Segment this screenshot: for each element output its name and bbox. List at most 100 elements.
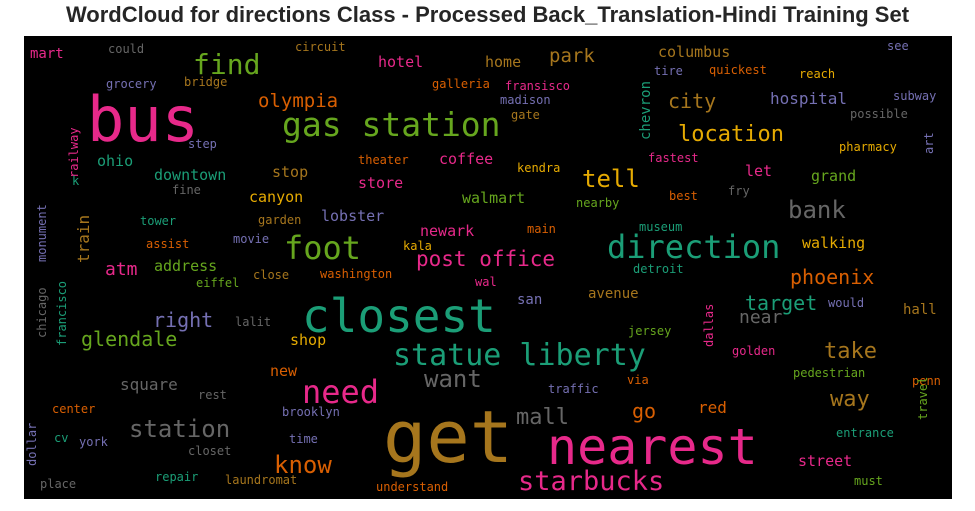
word-place: place bbox=[40, 477, 76, 491]
word-via: via bbox=[627, 373, 649, 387]
word-kendra: kendra bbox=[517, 161, 560, 175]
word-foot: foot bbox=[284, 229, 361, 267]
word-go: go bbox=[632, 399, 656, 423]
word-subway: subway bbox=[893, 89, 936, 103]
word-garden: garden bbox=[258, 213, 301, 227]
word-museum: museum bbox=[639, 220, 682, 234]
word-closest: closest bbox=[302, 289, 496, 343]
word-detroit: detroit bbox=[633, 262, 684, 276]
word-mart: mart bbox=[30, 46, 64, 62]
word-art: art bbox=[922, 132, 936, 154]
word-fry: fry bbox=[728, 184, 750, 198]
word-step: step bbox=[188, 137, 217, 151]
word-must: must bbox=[854, 474, 883, 488]
word-coffee: coffee bbox=[439, 150, 493, 168]
word-hall: hall bbox=[903, 302, 937, 318]
word-walking: walking bbox=[802, 234, 865, 252]
word-galleria: galleria bbox=[432, 77, 490, 91]
word-quickest: quickest bbox=[709, 63, 767, 77]
word-chicago: chicago bbox=[35, 287, 49, 338]
word-wal: wal bbox=[475, 275, 497, 289]
word-hospital: hospital bbox=[770, 89, 847, 108]
word-chevron: chevron bbox=[638, 81, 654, 140]
word-layer: get nearest closest bus gas station direction… bbox=[25, 39, 941, 497]
word-street: street bbox=[798, 452, 852, 470]
word-gas-station: gas station bbox=[282, 105, 501, 144]
word-circuit: circuit bbox=[295, 40, 346, 54]
word-reach: reach bbox=[799, 67, 835, 81]
word-atm: atm bbox=[105, 259, 138, 280]
word-newark: newark bbox=[420, 222, 474, 240]
word-nearest: nearest bbox=[547, 418, 758, 476]
word-tower: tower bbox=[140, 214, 176, 228]
word-lobster: lobster bbox=[321, 207, 384, 225]
word-way: way bbox=[830, 387, 870, 412]
word-know: know bbox=[274, 451, 332, 479]
word-columbus: columbus bbox=[658, 43, 730, 61]
word-dallas: dallas bbox=[702, 304, 716, 347]
word-assist: assist bbox=[146, 237, 189, 251]
word-statue-liberty: statue liberty bbox=[393, 338, 646, 373]
word-avenue: avenue bbox=[588, 286, 639, 302]
word-canyon: canyon bbox=[249, 188, 303, 206]
word-post-office: post office bbox=[416, 247, 555, 271]
word-tire: tire bbox=[654, 64, 683, 78]
word-tell: tell bbox=[582, 165, 640, 193]
word-take: take bbox=[824, 339, 877, 364]
word-bus: bus bbox=[87, 83, 199, 156]
word-kala: kala bbox=[403, 239, 432, 253]
word-starbucks: starbucks bbox=[518, 466, 664, 497]
word-park: park bbox=[549, 45, 595, 67]
word-pharmacy: pharmacy bbox=[839, 140, 897, 154]
word-direction: direction bbox=[607, 228, 780, 266]
word-possible: possible bbox=[850, 107, 908, 121]
word-phoenix: phoenix bbox=[790, 265, 874, 289]
word-square: square bbox=[120, 375, 178, 394]
word-city: city bbox=[668, 89, 716, 113]
word-repair: repair bbox=[155, 470, 198, 484]
word-k: k bbox=[72, 174, 80, 188]
word-would: would bbox=[828, 296, 864, 310]
word-shop: shop bbox=[290, 331, 326, 349]
word-grocery: grocery bbox=[106, 77, 157, 91]
word-fastest: fastest bbox=[648, 151, 699, 165]
word-rest: rest bbox=[198, 388, 227, 402]
word-home: home bbox=[485, 53, 521, 71]
word-york: york bbox=[79, 435, 109, 449]
word-pedestrian: pedestrian bbox=[793, 366, 865, 380]
word-gate: gate bbox=[511, 108, 540, 122]
word-hotel: hotel bbox=[378, 53, 423, 71]
word-train: train bbox=[74, 215, 93, 263]
word-right: right bbox=[153, 308, 213, 332]
word-glendale: glendale bbox=[81, 327, 177, 351]
word-traffic: traffic bbox=[548, 382, 599, 396]
word-mall: mall bbox=[516, 405, 569, 430]
word-target: target bbox=[745, 291, 817, 315]
word-see: see bbox=[887, 39, 909, 53]
word-red: red bbox=[698, 398, 727, 417]
word-madison: madison bbox=[500, 93, 551, 107]
word-center: center bbox=[52, 402, 95, 416]
word-brooklyn: brooklyn bbox=[282, 405, 340, 419]
word-francisco: francisco bbox=[55, 281, 69, 346]
word-jersey: jersey bbox=[628, 324, 671, 338]
word-san: san bbox=[517, 292, 542, 308]
word-could: could bbox=[108, 42, 144, 56]
word-closet: closet bbox=[188, 444, 231, 458]
cloud-background bbox=[24, 36, 952, 499]
word-ohio: ohio bbox=[97, 152, 133, 170]
word-find: find bbox=[193, 48, 260, 81]
word-cv: cv bbox=[54, 431, 68, 445]
word-location: location bbox=[678, 122, 784, 147]
word-understand: understand bbox=[376, 480, 448, 494]
word-movie: movie bbox=[233, 232, 269, 246]
word-best: best bbox=[669, 189, 698, 203]
word-fransisco: fransisco bbox=[505, 79, 570, 93]
word-get: get bbox=[383, 395, 513, 479]
word-travel: travel bbox=[916, 377, 930, 420]
word-station: station bbox=[129, 415, 230, 443]
word-nearby: nearby bbox=[576, 196, 619, 210]
word-new: new bbox=[270, 362, 298, 380]
word-laundromat: laundromat bbox=[225, 473, 297, 487]
